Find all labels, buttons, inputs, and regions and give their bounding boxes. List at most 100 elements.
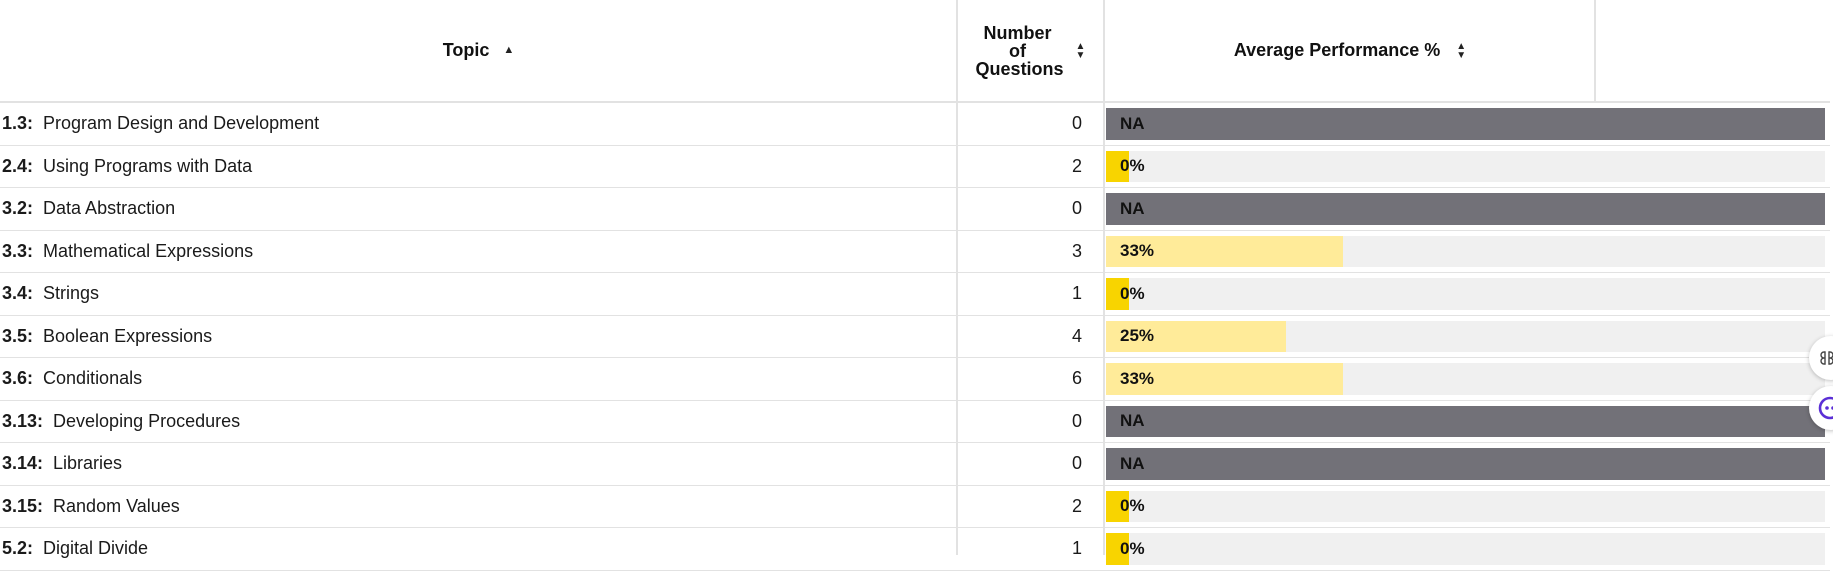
performance-bar: NA [1106, 405, 1825, 437]
question-count: 1 [1071, 283, 1082, 304]
performance-bar-fill [1106, 363, 1344, 395]
column-divider [1103, 101, 1105, 555]
topic-cell: 5.2: Digital Divide [0, 528, 148, 570]
question-count: 0 [1071, 410, 1082, 431]
topic-code: 3.6: [2, 368, 34, 389]
avg-performance-column-header[interactable]: Average Performance % ▲ ▼ [1105, 0, 1595, 101]
performance-label: 0% [1120, 538, 1145, 558]
performance-label: 25% [1120, 326, 1155, 346]
performance-bar-fill [1106, 448, 1825, 480]
topic-name: Conditionals [43, 368, 143, 389]
topic-code: 3.14: [2, 453, 44, 474]
question-count: 0 [1071, 113, 1082, 134]
topic-cell: 3.4: Strings [0, 273, 99, 315]
performance-bar: 33% [1106, 363, 1825, 395]
topic-code: 2.4: [2, 155, 34, 176]
table-row: 5.2: Digital Divide 1 0% [0, 528, 1830, 571]
sort-both-icon[interactable]: ▲ ▼ [1456, 40, 1467, 61]
topic-name: Libraries [53, 453, 123, 474]
assistant-icon [1818, 396, 1833, 420]
performance-bar-fill [1106, 193, 1825, 225]
topic-name: Program Design and Development [43, 113, 320, 134]
column-divider [956, 0, 958, 101]
performance-bar: 0% [1106, 150, 1825, 182]
column-divider [1103, 0, 1105, 101]
performance-bar: 33% [1106, 235, 1825, 267]
performance-bar-fill [1106, 278, 1129, 310]
topic-name: Strings [43, 283, 100, 304]
performance-label: 33% [1120, 241, 1155, 261]
table-row: 3.5: Boolean Expressions 4 25% [0, 316, 1830, 358]
performance-label: 0% [1120, 156, 1145, 176]
table-body: 1.3: Program Design and Development 0 NA 2.4… [0, 103, 1830, 571]
topic-code: 3.2: [2, 198, 34, 219]
table-row: 3.4: Strings 1 0% [0, 273, 1830, 316]
question-count: 4 [1071, 325, 1082, 346]
num-questions-header-label: Number of Questions [975, 22, 1064, 79]
topic-name: Mathematical Expressions [43, 240, 254, 261]
performance-label: NA [1120, 113, 1145, 133]
table-header: Topic ▲ Number of Questions ▲ ▼ Average P… [0, 0, 1830, 103]
performance-label: 0% [1120, 496, 1145, 516]
topic-cell: 3.14: Libraries [0, 443, 122, 485]
table-row: 2.4: Using Programs with Data 2 0% [0, 146, 1830, 188]
table-row: 3.15: Random Values 2 0% [0, 486, 1830, 528]
performance-label: 0% [1120, 283, 1145, 303]
topic-name: Random Values [53, 495, 180, 516]
topic-code: 3.4: [2, 283, 34, 304]
performance-bar-fill [1106, 108, 1825, 140]
shortcut-icon [1820, 351, 1833, 365]
performance-label: NA [1120, 453, 1145, 473]
performance-bar: NA [1106, 108, 1825, 140]
question-count: 2 [1071, 155, 1082, 176]
performance-bar: NA [1106, 193, 1825, 225]
topic-cell: 1.3: Program Design and Development [0, 103, 319, 145]
table-row: 3.13: Developing Procedures 0 NA [0, 401, 1830, 443]
table-row: 3.3: Mathematical Expressions 3 33% [0, 231, 1830, 273]
topic-code: 3.5: [2, 325, 34, 346]
topic-cell: 3.15: Random Values [0, 486, 180, 528]
topic-header-label: Topic [442, 40, 490, 60]
question-count: 6 [1071, 368, 1082, 389]
performance-label: 33% [1120, 368, 1155, 388]
topic-cell: 3.5: Boolean Expressions [0, 316, 212, 358]
topic-code: 5.2: [2, 538, 34, 559]
performance-bar: 0% [1106, 278, 1825, 310]
performance-bar-fill [1106, 150, 1129, 182]
topic-name: Boolean Expressions [43, 325, 213, 346]
table-row: 1.3: Program Design and Development 0 NA [0, 103, 1830, 146]
question-count: 3 [1071, 240, 1082, 261]
topic-cell: 3.13: Developing Procedures [0, 401, 240, 443]
performance-bar-fill [1106, 235, 1344, 267]
question-count: 0 [1071, 453, 1082, 474]
num-questions-column-header[interactable]: Number of Questions ▲ ▼ [958, 0, 1103, 101]
question-count: 1 [1071, 538, 1082, 559]
performance-bar: 0% [1106, 490, 1825, 522]
sort-both-icon[interactable]: ▲ ▼ [1075, 40, 1086, 61]
performance-bar-fill [1106, 490, 1129, 522]
topic-code: 3.15: [2, 495, 44, 516]
topic-name: Using Programs with Data [43, 155, 253, 176]
performance-bar: 0% [1106, 533, 1825, 565]
topic-name: Digital Divide [43, 538, 149, 559]
topic-column-header[interactable]: Topic ▲ [0, 0, 957, 101]
topic-cell: 3.3: Mathematical Expressions [0, 231, 253, 273]
performance-bar: NA [1106, 448, 1825, 480]
table-row: 3.6: Conditionals 6 33% [0, 358, 1830, 401]
table-row: 3.2: Data Abstraction 0 NA [0, 188, 1830, 231]
extra-column-header [1596, 0, 1830, 101]
topic-name: Developing Procedures [53, 410, 241, 431]
column-divider [1594, 0, 1596, 101]
performance-bar: 25% [1106, 320, 1825, 352]
performance-label: NA [1120, 198, 1145, 218]
topic-cell: 2.4: Using Programs with Data [0, 146, 252, 188]
table-row: 3.14: Libraries 0 NA [0, 443, 1830, 486]
question-count: 0 [1071, 198, 1082, 219]
topic-cell: 3.6: Conditionals [0, 358, 142, 400]
performance-bar-fill [1106, 320, 1286, 352]
performance-bar-fill [1106, 405, 1825, 437]
topic-code: 3.13: [2, 410, 44, 431]
question-count: 2 [1071, 495, 1082, 516]
column-divider [956, 101, 958, 555]
sort-ascending-icon[interactable]: ▲ [503, 44, 515, 56]
